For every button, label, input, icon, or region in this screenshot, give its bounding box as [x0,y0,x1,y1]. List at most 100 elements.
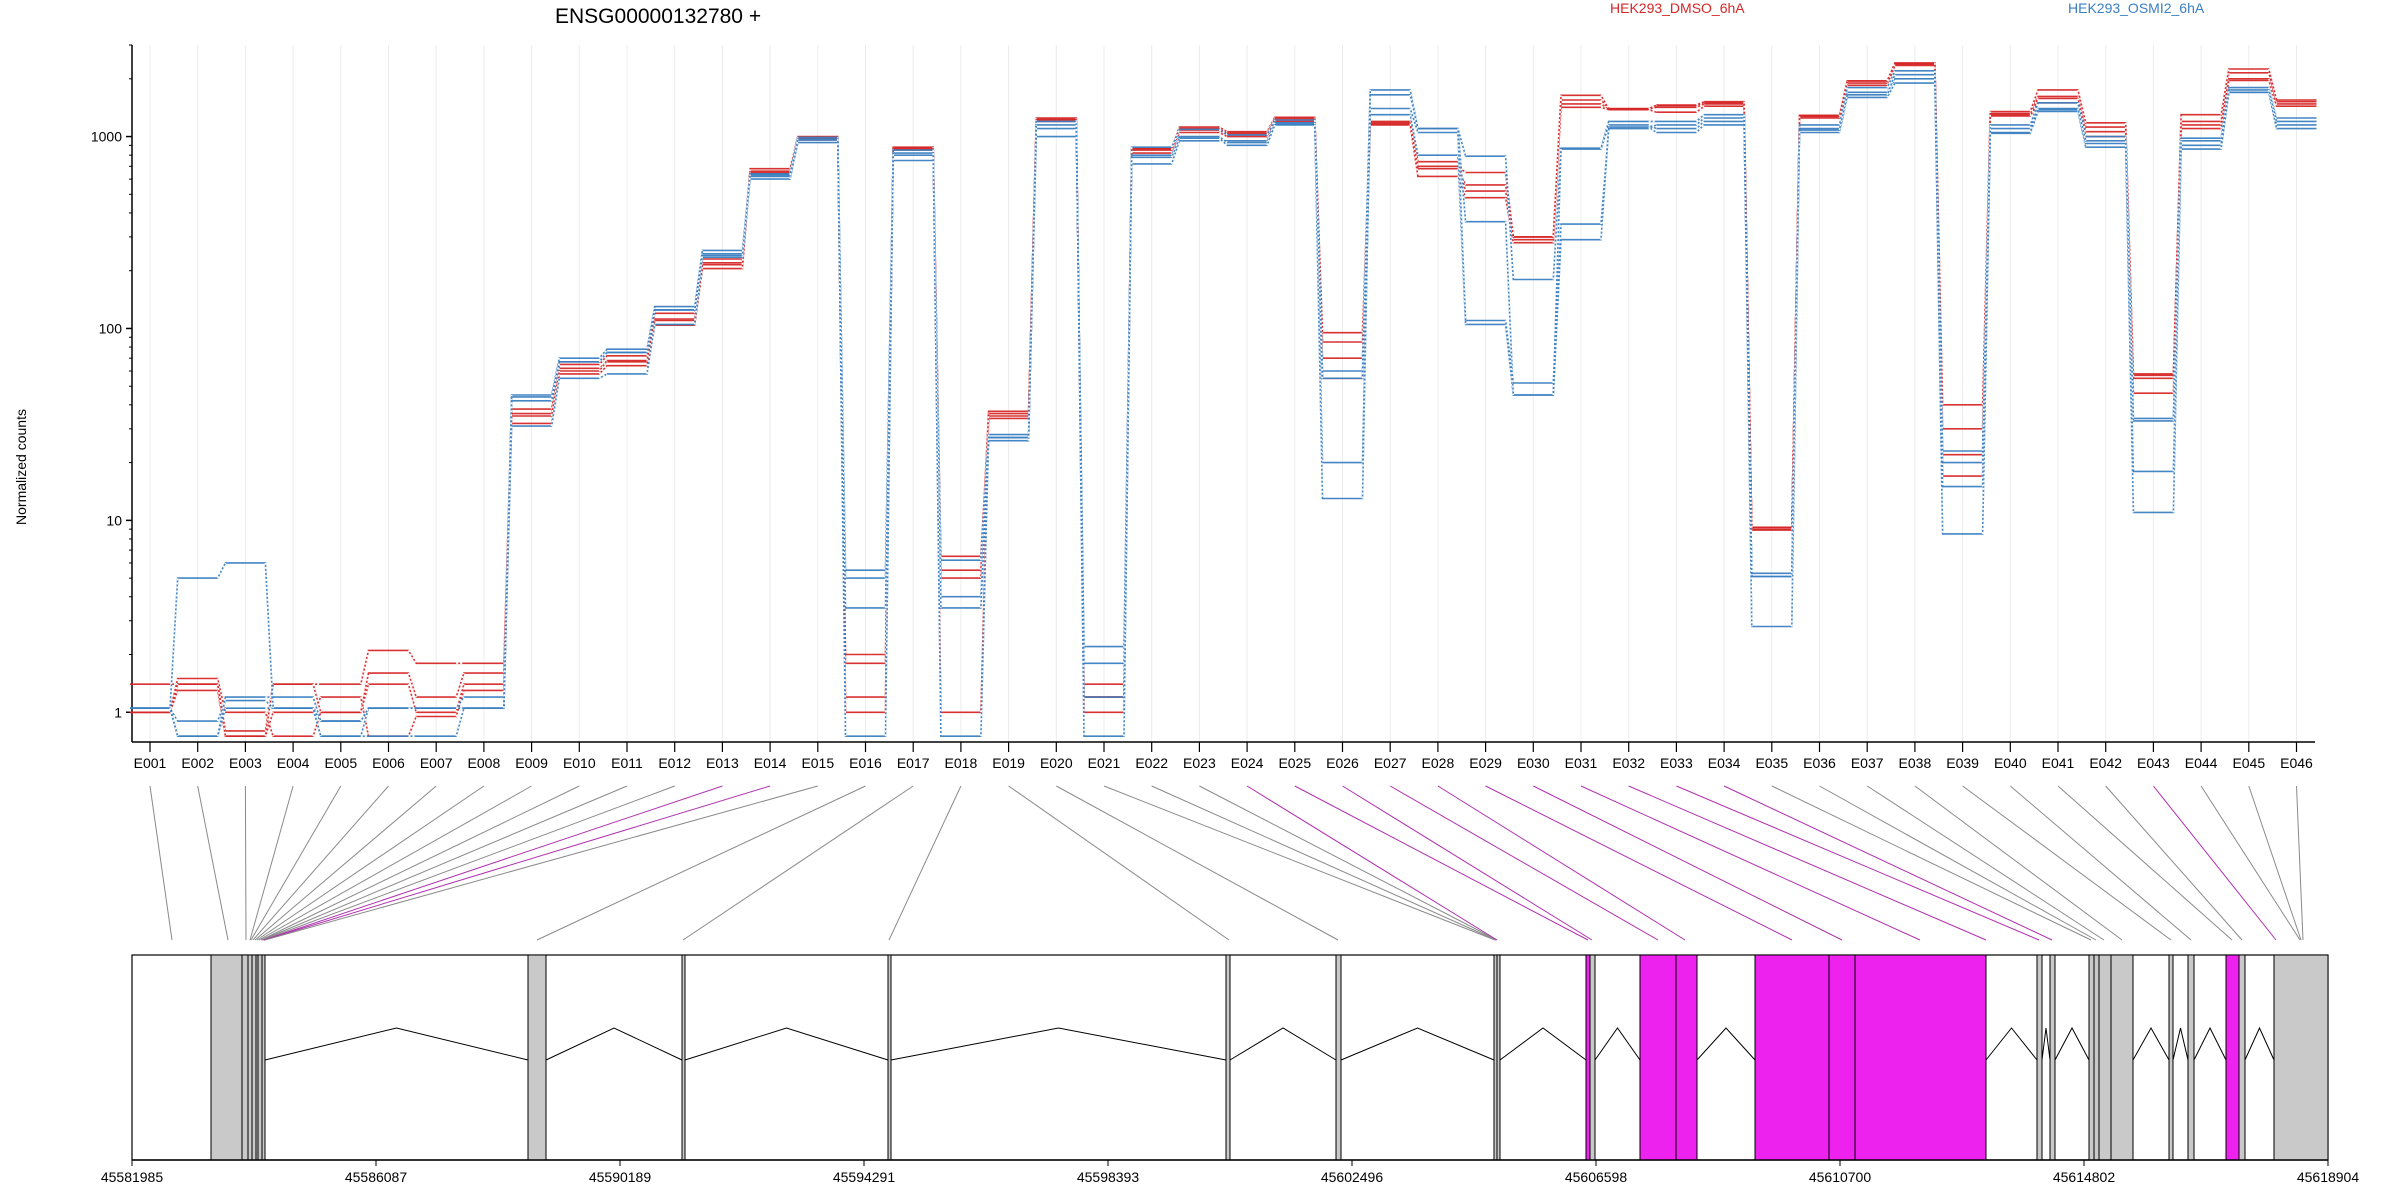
x-tick-label: E014 [754,755,787,771]
series-transition-mask-5 [169,70,2278,737]
exon-connectors [149,785,2304,941]
legend-osmi: HEK293_OSMI2_6hA [2068,0,2205,16]
intron-line-6 [1340,1027,1495,1061]
series-transition-mask-8 [169,74,2278,737]
exon-box-25 [2093,954,2100,1161]
connector-line-4 [249,785,294,941]
exon-box-4 [251,954,257,1161]
series-transition-mask-2 [169,63,2278,737]
connector-line-19 [1008,785,1230,941]
genomic-tick-label: 45586087 [345,1169,408,1185]
connector-line-42 [2105,785,2243,941]
connector-line-5 [250,785,342,941]
x-tick-label: E038 [1899,755,1932,771]
connector-line-41 [2057,785,2233,941]
x-tick-label: E032 [1612,755,1645,771]
exon-box-10 [887,954,892,1161]
x-tick-label: E016 [849,755,882,771]
connector-line-16 [536,785,866,941]
x-tick-label: E045 [2232,755,2265,771]
connector-line-44 [2200,785,2301,941]
connector-line-31 [1580,785,1921,941]
connector-line-1 [149,785,173,941]
connector-line-34 [1723,785,2053,941]
exon-box-32 [2273,954,2329,1161]
x-tick-label: E025 [1278,755,1311,771]
intron-line-14 [2172,1027,2189,1061]
x-tick-label: E041 [2042,755,2075,771]
exon-box-9 [681,954,686,1161]
x-tick-label: E009 [515,755,548,771]
series-transition-mask-3 [169,65,2278,737]
exon-box-26 [2098,954,2112,1161]
connector-line-21 [1103,785,1496,941]
series-transition-mask-6 [169,78,2278,737]
intron-line-2 [545,1027,683,1061]
x-tick-label: E026 [1326,755,1359,771]
connector-line-18 [888,785,962,941]
connector-line-6 [252,785,389,941]
x-tick-label: E010 [563,755,596,771]
x-tick-label: E008 [468,755,501,771]
genomic-tick-label: 45594291 [833,1169,896,1185]
connector-line-35 [1771,785,2092,941]
exon-box-17 [1639,954,1677,1161]
exon-box-29 [2187,954,2195,1161]
connector-line-29 [1485,785,1793,941]
vertical-gridlines [149,45,2297,742]
intron-line-1 [264,1027,529,1061]
connector-line-7 [254,785,437,941]
connector-line-25 [1294,785,1589,941]
exon-box-28 [2168,954,2174,1161]
connector-line-45 [2248,785,2302,941]
intron-line-8 [1594,1027,1641,1061]
x-tick-label: E002 [181,755,214,771]
connector-line-17 [682,785,914,941]
y-tick-label: 1000 [91,129,122,145]
exon-box-18 [1675,954,1698,1161]
x-tick-label: E023 [1183,755,1216,771]
x-tick-label: E006 [372,755,405,771]
exon-box-8 [527,954,547,1161]
x-tick-label: E021 [1088,755,1121,771]
exon-box-19 [1754,954,1830,1161]
connector-line-43 [2153,785,2277,941]
connector-line-40 [2009,785,2192,941]
connector-line-20 [1056,785,1339,941]
y-tick-label: 10 [106,512,122,528]
connector-line-9 [258,785,532,941]
genomic-tick-label: 45606598 [1565,1169,1628,1185]
exon-box-20 [1828,954,1856,1161]
intron-line-4 [890,1027,1227,1061]
gene-model [131,954,2329,1161]
exon-box-23 [2049,954,2056,1161]
connector-line-2 [197,785,229,941]
x-tick-label: E044 [2185,755,2218,771]
exon-box-16 [1589,954,1596,1161]
genomic-tick-label: 45602496 [1321,1169,1384,1185]
exon-box-27 [2110,954,2134,1161]
intron-line-13 [2132,1026,2170,1061]
connector-line-36 [1819,785,2097,941]
connector-line-15 [264,785,818,941]
x-tick-label: E030 [1517,755,1550,771]
x-tick-label: E015 [801,755,834,771]
genomic-tick-label: 45618904 [2297,1169,2360,1185]
x-tick-label: E034 [1708,755,1741,771]
x-tick-label: E007 [420,755,453,771]
legend-dmso: HEK293_DMSO_6hA [1610,0,1745,16]
exon-box-22 [2036,954,2043,1161]
x-tick-label: E001 [134,755,167,771]
intron-line-11 [2041,1027,2051,1061]
x-tick-label: E035 [1755,755,1788,771]
y-axis: 1 10 100 1000 [91,44,133,742]
connector-line-26 [1342,785,1593,941]
y-tick-label: 100 [99,320,123,336]
connector-line-11 [261,785,628,941]
connector-line-38 [1914,785,2123,941]
genomic-tick-label: 45598393 [1077,1169,1140,1185]
connector-line-3 [244,785,247,941]
series-transition-mask-1 [170,63,2278,732]
x-tick-label: E036 [1803,755,1836,771]
